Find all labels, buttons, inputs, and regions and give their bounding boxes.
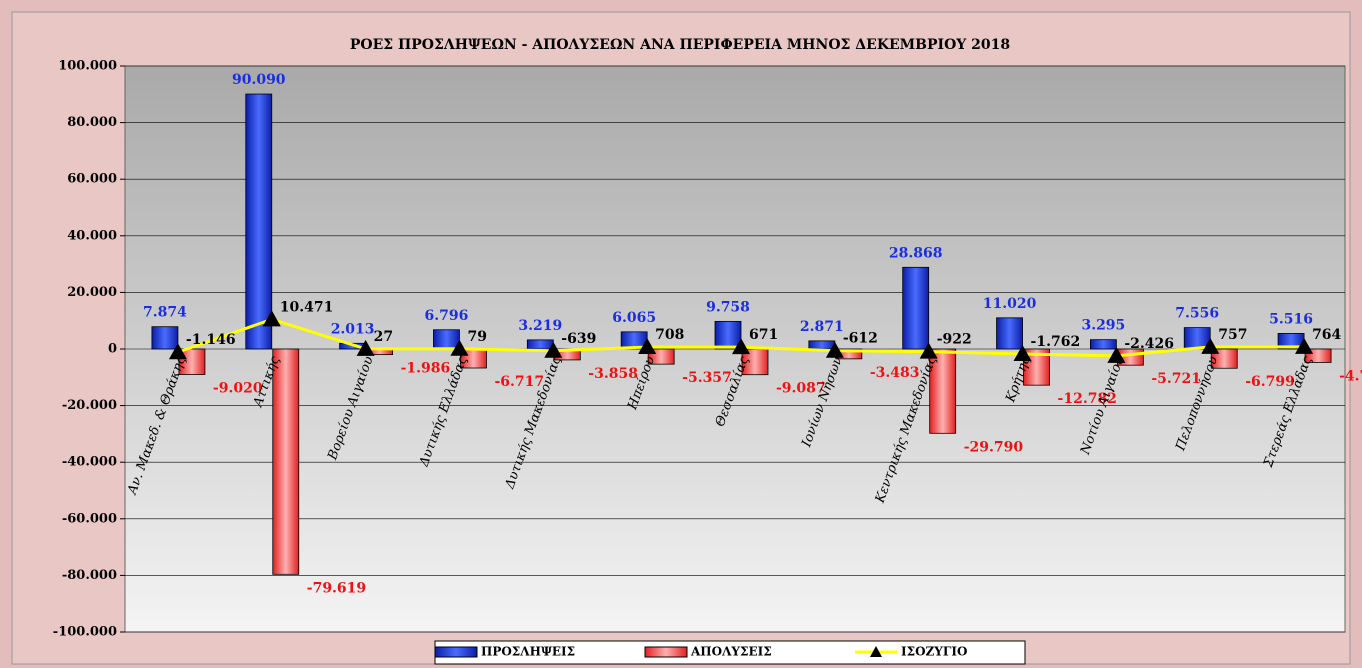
data-label: -4.752 <box>1339 368 1362 384</box>
data-label: 708 <box>655 327 684 343</box>
data-label: 28.868 <box>889 245 943 261</box>
y-tick-label: -40.000 <box>62 455 117 470</box>
data-label: 7.874 <box>143 305 187 321</box>
data-label: 27 <box>374 329 393 345</box>
data-label: -922 <box>937 332 972 348</box>
chart-title: ΡΟΕΣ ΠΡΟΣΛΗΨΕΩΝ - ΑΠΟΛΥΣΕΩΝ ΑΝΑ ΠΕΡΙΦΕΡΕ… <box>350 37 1010 53</box>
bar <box>1089 339 1117 350</box>
data-label: 90.090 <box>232 72 286 88</box>
bar <box>433 329 460 350</box>
marker <box>356 339 375 356</box>
legend-swatch <box>644 646 688 658</box>
data-label: 6.796 <box>425 308 469 324</box>
data-label: 9.758 <box>706 299 750 315</box>
marker <box>825 341 844 358</box>
data-label: -3.483 <box>870 365 920 381</box>
data-label: -79.619 <box>307 580 366 596</box>
data-label: 2.871 <box>800 319 844 335</box>
legend-swatch <box>434 646 478 658</box>
bar <box>714 320 742 350</box>
y-tick-label: 40.000 <box>67 228 117 243</box>
data-label: -1.762 <box>1031 334 1081 350</box>
marker <box>1107 346 1126 363</box>
data-label: 2.013 <box>331 321 375 337</box>
bar <box>151 326 179 350</box>
y-tick-label: -60.000 <box>62 511 117 526</box>
marker <box>1295 337 1314 354</box>
legend-label: ΙΣΟΖΥΓΙΟ <box>901 645 967 659</box>
data-label: -12.782 <box>1058 391 1117 407</box>
marker <box>919 342 938 359</box>
data-label: 11.020 <box>983 296 1037 312</box>
data-label: -2.426 <box>1124 336 1174 352</box>
data-label: -5.721 <box>1151 371 1201 387</box>
data-label: 6.065 <box>612 310 656 326</box>
bar <box>929 348 957 434</box>
data-label: 3.219 <box>518 318 562 334</box>
bar <box>902 266 930 350</box>
data-label: -612 <box>843 331 878 347</box>
y-tick-label: 60.000 <box>67 172 117 187</box>
legend-label: ΠΡΟΣΛΗΨΕΙΣ <box>481 645 575 659</box>
data-label: -1.146 <box>186 332 236 348</box>
marker <box>544 341 563 358</box>
bar <box>245 93 273 350</box>
y-tick-label: -20.000 <box>62 398 117 413</box>
bar <box>808 340 836 350</box>
y-tick-label: 100.000 <box>58 59 117 74</box>
data-label: -29.790 <box>964 439 1024 455</box>
y-tick-label: -80.000 <box>62 568 117 583</box>
y-tick-label: -100.000 <box>53 625 117 640</box>
data-label: 671 <box>749 327 778 343</box>
data-label: -5.357 <box>682 370 732 386</box>
bar <box>526 339 554 350</box>
data-label: -3.858 <box>588 366 638 382</box>
marker <box>1013 344 1032 361</box>
data-label: -9.020 <box>213 381 263 397</box>
marker <box>168 343 187 360</box>
legend-swatch <box>870 646 882 657</box>
marker <box>450 339 469 356</box>
data-label: 5.516 <box>1269 311 1313 327</box>
data-label: 10.471 <box>280 299 334 315</box>
y-tick-label: 20.000 <box>67 285 117 300</box>
y-tick-label: 80.000 <box>67 115 117 130</box>
data-label: -639 <box>561 331 596 347</box>
data-label: 764 <box>1312 327 1341 343</box>
data-label: 757 <box>1218 327 1247 343</box>
data-label: -6.717 <box>494 374 544 390</box>
bar <box>996 317 1023 350</box>
data-label: -6.799 <box>1245 374 1295 390</box>
data-label: 7.556 <box>1175 306 1219 322</box>
y-tick-label: 0 <box>108 342 117 357</box>
marker <box>262 310 281 327</box>
data-label: -1.986 <box>401 361 451 377</box>
data-label: 79 <box>467 329 486 345</box>
legend-label: ΑΠΟΛΥΣΕΙΣ <box>690 645 772 659</box>
marker <box>638 337 657 354</box>
bar <box>272 348 300 575</box>
marker <box>1201 337 1220 354</box>
marker <box>732 338 750 355</box>
data-label: -9.087 <box>776 381 826 397</box>
data-label: 3.295 <box>1081 318 1125 334</box>
